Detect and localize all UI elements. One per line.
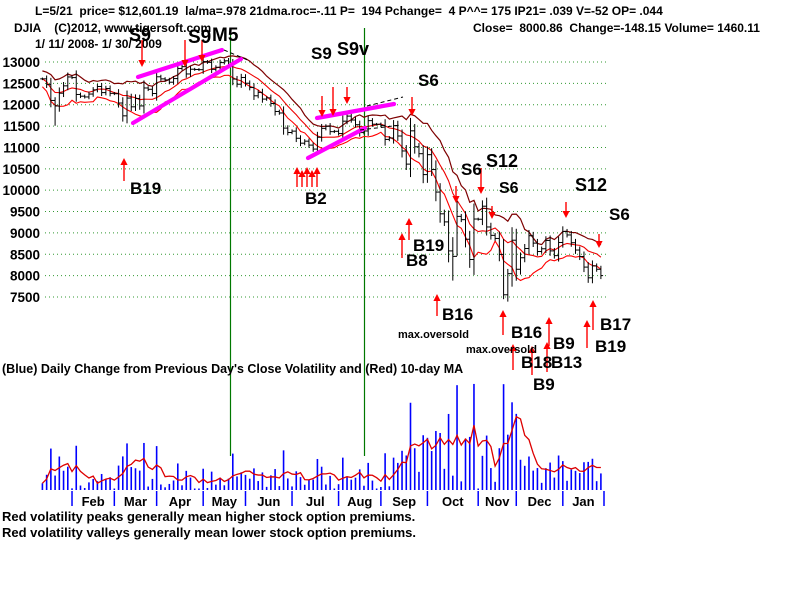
signal-label-s6: S6: [418, 71, 439, 90]
svg-text:12000: 12000: [2, 98, 40, 113]
volatility-ma-line: [41, 415, 601, 485]
svg-text:9000: 9000: [10, 226, 40, 241]
signal-label-b19: B19: [413, 236, 445, 255]
svg-text:Sep: Sep: [392, 494, 416, 509]
signal-label-b17: B17: [600, 315, 632, 334]
svg-text:11500: 11500: [3, 119, 40, 134]
signal-label-b2: B2: [305, 189, 327, 208]
signal-label-b19: B19: [595, 337, 627, 356]
svg-text:Jun: Jun: [257, 494, 280, 509]
svg-text:Nov: Nov: [485, 494, 510, 509]
svg-text:Mar: Mar: [124, 494, 147, 509]
signal-label-b8: B8: [406, 251, 428, 270]
svg-text:Aug: Aug: [347, 494, 372, 509]
svg-text:11000: 11000: [3, 140, 40, 155]
signal-label-s6: S6: [461, 160, 482, 179]
svg-text:Feb: Feb: [82, 494, 105, 509]
svg-text:Apr: Apr: [169, 494, 191, 509]
volatility-chart-title: (Blue) Daily Change from Previous Day's …: [2, 362, 464, 376]
month-axis: Feb Mar Apr May Jun Jul Aug Sep Oct Nov Dec Jan: [71, 491, 605, 509]
signal-label-b18: B18: [521, 353, 553, 372]
signal-label-max-oversold: max.oversold: [398, 329, 469, 341]
signal-label-b9: B9: [533, 375, 555, 394]
signal-label-max-oversold: max.oversold: [466, 344, 537, 356]
footer-note-peaks: Red volatility peaks generally mean high…: [2, 509, 416, 524]
signal-label-s12: S12: [575, 175, 608, 195]
price-grid: [45, 61, 607, 298]
signal-label-s6: S6: [499, 180, 519, 197]
header-symbol-copyright: DJIA (C)2012, www.tigersoft.com: [14, 21, 212, 35]
svg-text:8500: 8500: [10, 247, 40, 262]
svg-text:8000: 8000: [10, 269, 40, 284]
svg-text:Jan: Jan: [572, 494, 594, 509]
signal-label-m5: M5: [212, 25, 239, 46]
svg-text:7500: 7500: [10, 290, 40, 305]
signal-label-s6: S6: [609, 205, 630, 224]
signal-label-s9: S9: [188, 27, 212, 48]
candlesticks: [40, 57, 604, 302]
header-indicator-line: L=5/21 price= $12,601.19 la/ma=.978 21dm…: [35, 4, 663, 18]
signal-label-s9: S9: [129, 25, 152, 45]
signal-label-b16: B16: [442, 305, 474, 324]
footer-note-valleys: Red volatility valleys generally mean lo…: [2, 525, 416, 540]
svg-text:Oct: Oct: [442, 494, 464, 509]
svg-text:13000: 13000: [2, 55, 40, 70]
signal-label-s9v: S9v: [337, 39, 370, 59]
signal-label-b13: B13: [551, 353, 583, 372]
svg-text:10000: 10000: [2, 183, 40, 198]
svg-text:10500: 10500: [2, 162, 40, 177]
svg-text:May: May: [212, 494, 238, 509]
svg-text:Jul: Jul: [306, 494, 325, 509]
dashed-trend-segments: [223, 49, 404, 131]
signal-label-s12: S12: [486, 151, 519, 171]
volatility-bars: [41, 383, 602, 490]
signal-label-b16: B16: [511, 323, 543, 342]
signal-arrows: [120, 40, 603, 375]
marker-vlines: [229, 28, 366, 456]
signal-label-b19: B19: [130, 179, 162, 198]
signal-label-s9: S9: [311, 44, 332, 63]
price-axis-labels: 13000 12500 12000 11500 11000 10500 10000 9500 9…: [2, 55, 40, 305]
signal-label-b9: B9: [553, 334, 575, 353]
svg-text:9500: 9500: [10, 205, 40, 220]
header-close-change-volume: Close= 8000.86 Change=-148.15 Volume= 14…: [473, 21, 760, 35]
svg-text:12500: 12500: [2, 76, 40, 91]
trendlines: [130, 47, 397, 161]
svg-text:Dec: Dec: [528, 494, 552, 509]
